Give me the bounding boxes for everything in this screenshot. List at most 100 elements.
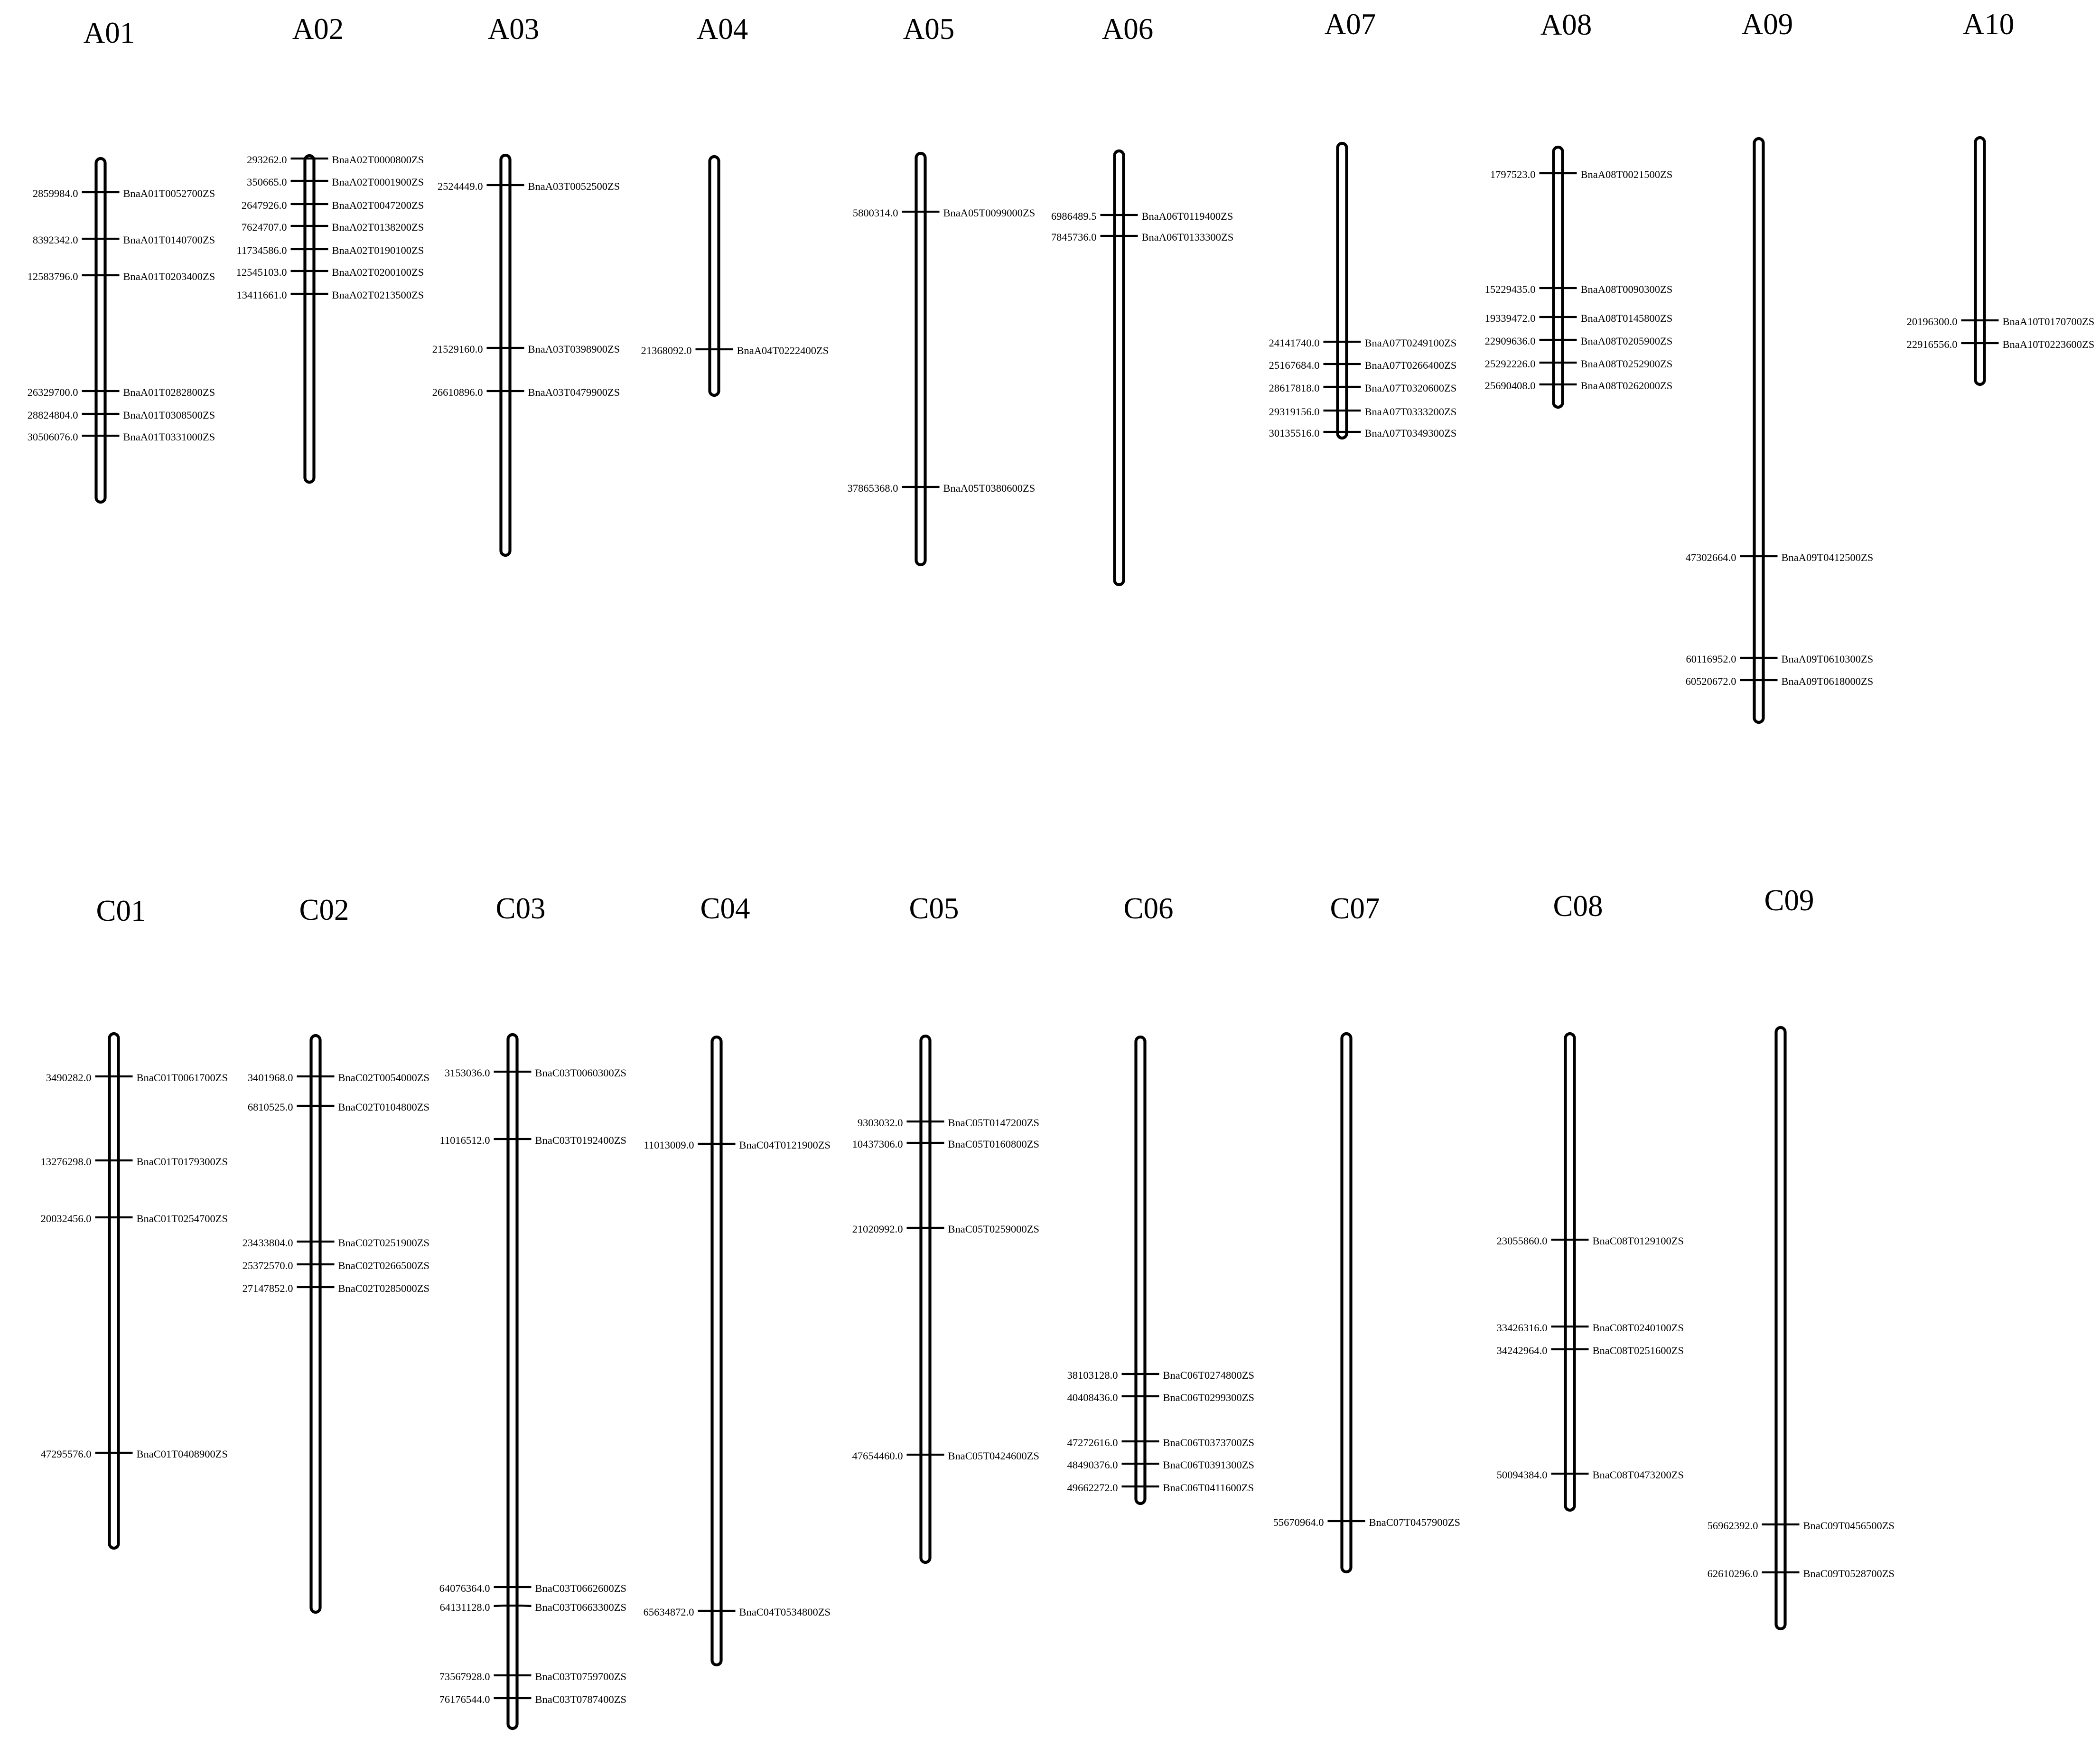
chromosome-body <box>108 1032 120 1550</box>
chromosome-name: A08 <box>1540 8 1592 41</box>
marker: 56962392.0 BnaC09T0456500ZS <box>1708 1520 1895 1532</box>
chromosome-name: A05 <box>903 12 955 46</box>
marker: 3490282.0 BnaC01T0061700ZS <box>46 1072 228 1084</box>
marker-gene-label: BnaA07T0266400ZS <box>1365 359 1457 371</box>
marker-gene-label: BnaA02T0001900ZS <box>332 176 424 188</box>
marker: 13411661.0 BnaA02T0213500ZS <box>236 289 424 301</box>
marker: 47654460.0 BnaC05T0424600ZS <box>852 1450 1039 1462</box>
marker: 3401968.0 BnaC02T0054000ZS <box>248 1072 429 1084</box>
marker-position-label: 29319156.0 <box>1269 406 1320 418</box>
chromosome-body <box>708 155 720 397</box>
marker: 28824804.0 BnaA01T0308500ZS <box>28 409 215 421</box>
marker: 21529160.0 BnaA03T0398900ZS <box>432 343 620 355</box>
marker-gene-label: BnaA02T0200100ZS <box>332 266 424 278</box>
marker-position-label: 48490376.0 <box>1067 1459 1118 1471</box>
marker: 25690408.0 BnaA08T0262000ZS <box>1485 380 1673 392</box>
chromosome-a03: A03 2524449.0 BnaA03T0052500ZS 21529160.0 Bn… <box>432 12 620 557</box>
marker-gene-label: BnaA09T0610300ZS <box>1782 653 1874 665</box>
chromosome-body <box>1974 136 1986 386</box>
marker-gene-label: BnaA07T0349300ZS <box>1365 427 1457 439</box>
marker: 60116952.0 BnaA09T0610300ZS <box>1686 653 1873 665</box>
marker: 13276298.0 BnaC01T0179300ZS <box>41 1156 228 1168</box>
chromosome-name: C07 <box>1330 892 1380 925</box>
chromosome-a07: A07 24141740.0 BnaA07T0249100ZS 25167684.0 B… <box>1269 8 1457 440</box>
marker: 62610296.0 BnaC09T0528700ZS <box>1708 1568 1895 1579</box>
marker: 26610896.0 BnaA03T0479900ZS <box>432 386 620 398</box>
marker: 2647926.0 BnaA02T0047200ZS <box>242 199 424 211</box>
marker-position-label: 47654460.0 <box>852 1450 903 1462</box>
chromosome-name: A01 <box>84 16 135 49</box>
marker: 25292226.0 BnaA08T0252900ZS <box>1485 358 1673 370</box>
chromosome-a09: A09 47302664.0 BnaA09T0412500ZS 60116952.0 B… <box>1686 8 1874 724</box>
marker-gene-label: BnaC08T0129100ZS <box>1593 1235 1684 1247</box>
marker-position-label: 2647926.0 <box>242 199 287 211</box>
marker-position-label: 60520672.0 <box>1686 675 1736 687</box>
chromosome-name: C01 <box>96 894 146 927</box>
marker-gene-label: BnaC03T0759700ZS <box>535 1671 627 1682</box>
marker: 26329700.0 BnaA01T0282800ZS <box>28 386 215 398</box>
marker-position-label: 28617818.0 <box>1269 382 1320 394</box>
marker-gene-label: BnaA08T0262000ZS <box>1581 380 1673 392</box>
marker: 11013009.0 BnaC04T0121900ZS <box>644 1139 831 1151</box>
marker-gene-label: BnaC08T0473200ZS <box>1593 1469 1684 1481</box>
chromosome-c09: C09 56962392.0 BnaC09T0456500ZS 62610296.0 B… <box>1708 884 1895 1631</box>
chromosome-a08: A08 1797523.0 BnaA08T0021500ZS 15229435.0 Bn… <box>1485 8 1673 409</box>
marker-gene-label: BnaC09T0456500ZS <box>1803 1520 1895 1532</box>
marker-gene-label: BnaC03T0787400ZS <box>535 1693 627 1705</box>
marker: 76176544.0 BnaC03T0787400ZS <box>439 1693 626 1705</box>
chromosome-name: A09 <box>1742 8 1793 41</box>
marker-gene-label: BnaC03T0663300ZS <box>535 1601 627 1613</box>
chromosome-a10: A10 20196300.0 BnaA10T0170700ZS 22916556.0 B… <box>1907 8 2094 386</box>
marker-position-label: 28824804.0 <box>28 409 78 421</box>
marker-gene-label: BnaC05T0259000ZS <box>948 1223 1040 1235</box>
marker-gene-label: BnaC02T0285000ZS <box>338 1282 430 1294</box>
marker: 48490376.0 BnaC06T0391300ZS <box>1067 1459 1254 1471</box>
marker-gene-label: BnaC01T0408900ZS <box>137 1448 228 1460</box>
marker-gene-label: BnaC01T0061700ZS <box>137 1072 228 1084</box>
marker-position-label: 64131128.0 <box>439 1601 490 1613</box>
marker: 6986489.5 BnaA06T0119400ZS <box>1051 210 1233 222</box>
marker: 21020992.0 BnaC05T0259000ZS <box>852 1223 1039 1235</box>
marker-position-label: 64076364.0 <box>439 1582 490 1594</box>
marker-position-label: 47302664.0 <box>1686 551 1736 563</box>
marker-position-label: 11013009.0 <box>644 1139 694 1151</box>
marker-gene-label: BnaA02T0138200ZS <box>332 221 424 233</box>
marker-position-label: 6986489.5 <box>1051 210 1097 222</box>
marker-gene-label: BnaA01T0331000ZS <box>123 431 215 443</box>
marker-position-label: 21529160.0 <box>432 343 483 355</box>
marker-position-label: 30135516.0 <box>1269 427 1320 439</box>
chromosome-body <box>1340 1032 1353 1574</box>
chromosome-body <box>506 1033 519 1730</box>
marker: 25167684.0 BnaA07T0266400ZS <box>1269 359 1457 371</box>
chromosome-c07: C07 55670964.0 BnaC07T0457900ZS <box>1273 892 1461 1574</box>
chromosome-body <box>303 154 316 484</box>
chromosome-c03: C03 3153036.0 BnaC03T0060300ZS 11016512.0 Bn… <box>439 892 627 1730</box>
marker-position-label: 7624707.0 <box>242 221 287 233</box>
marker: 30506076.0 BnaA01T0331000ZS <box>28 431 215 443</box>
marker-position-label: 3401968.0 <box>248 1072 293 1084</box>
chromosome-name: A06 <box>1102 12 1154 46</box>
marker-gene-label: BnaA06T0119400ZS <box>1142 210 1233 222</box>
marker-position-label: 13276298.0 <box>41 1156 92 1168</box>
marker: 12545103.0 BnaA02T0200100ZS <box>236 266 424 278</box>
marker-position-label: 7845736.0 <box>1051 231 1097 243</box>
marker-gene-label: BnaC02T0104800ZS <box>338 1101 430 1113</box>
marker-gene-label: BnaC02T0266500ZS <box>338 1260 430 1271</box>
marker-gene-label: BnaA09T0412500ZS <box>1782 551 1874 563</box>
chromosome-body <box>499 153 512 557</box>
chromosome-name: C06 <box>1123 892 1173 925</box>
marker-position-label: 3153036.0 <box>445 1067 490 1079</box>
marker-position-label: 12583796.0 <box>28 271 78 282</box>
marker-gene-label: BnaA02T0047200ZS <box>332 199 424 211</box>
chromosome-body <box>1774 1026 1787 1631</box>
marker-position-label: 20196300.0 <box>1907 316 1958 327</box>
marker-gene-label: BnaC06T0373700ZS <box>1163 1437 1255 1448</box>
marker-gene-label: BnaC07T0457900ZS <box>1369 1516 1461 1528</box>
chromosome-a04: A04 21368092.0 BnaA04T0222400ZS <box>641 12 829 397</box>
marker-position-label: 26329700.0 <box>28 386 78 398</box>
chromosome-name: A07 <box>1325 8 1376 41</box>
marker: 2524449.0 BnaA03T0052500ZS <box>438 180 620 192</box>
marker-gene-label: BnaA08T0021500ZS <box>1581 168 1673 180</box>
marker: 65634872.0 BnaC04T0534800ZS <box>644 1606 831 1618</box>
